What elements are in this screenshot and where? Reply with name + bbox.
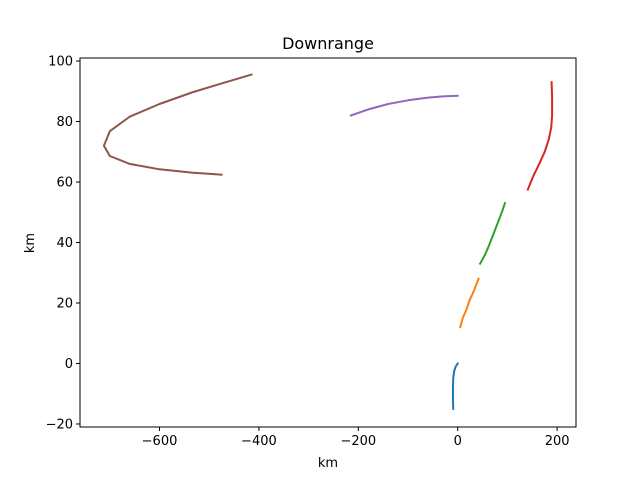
- series-layer: [102, 73, 554, 410]
- y-tick-label: 80: [56, 115, 73, 130]
- series-line-1: [452, 362, 460, 410]
- y-tick-label: −20: [46, 417, 73, 432]
- series-line-6: [102, 73, 253, 176]
- x-tick-label: 200: [545, 434, 570, 449]
- y-tick-label: 20: [56, 296, 73, 311]
- x-tick-label: −400: [241, 434, 277, 449]
- series-line-5: [349, 94, 459, 117]
- x-tick-label: 0: [454, 434, 462, 449]
- series-line-4: [526, 81, 554, 191]
- x-tick-label: −200: [340, 434, 376, 449]
- x-tick-label: −600: [142, 434, 178, 449]
- series-line-2: [458, 277, 480, 329]
- x-axis-label: km: [318, 456, 338, 471]
- y-tick-label: 100: [48, 55, 73, 70]
- y-tick-label: 60: [56, 176, 73, 191]
- chart-title: Downrange: [282, 34, 374, 53]
- y-tick-label: 0: [65, 357, 73, 372]
- y-tick-label: 40: [56, 236, 73, 251]
- y-axis-label: km: [23, 233, 38, 253]
- series-line-3: [478, 201, 507, 266]
